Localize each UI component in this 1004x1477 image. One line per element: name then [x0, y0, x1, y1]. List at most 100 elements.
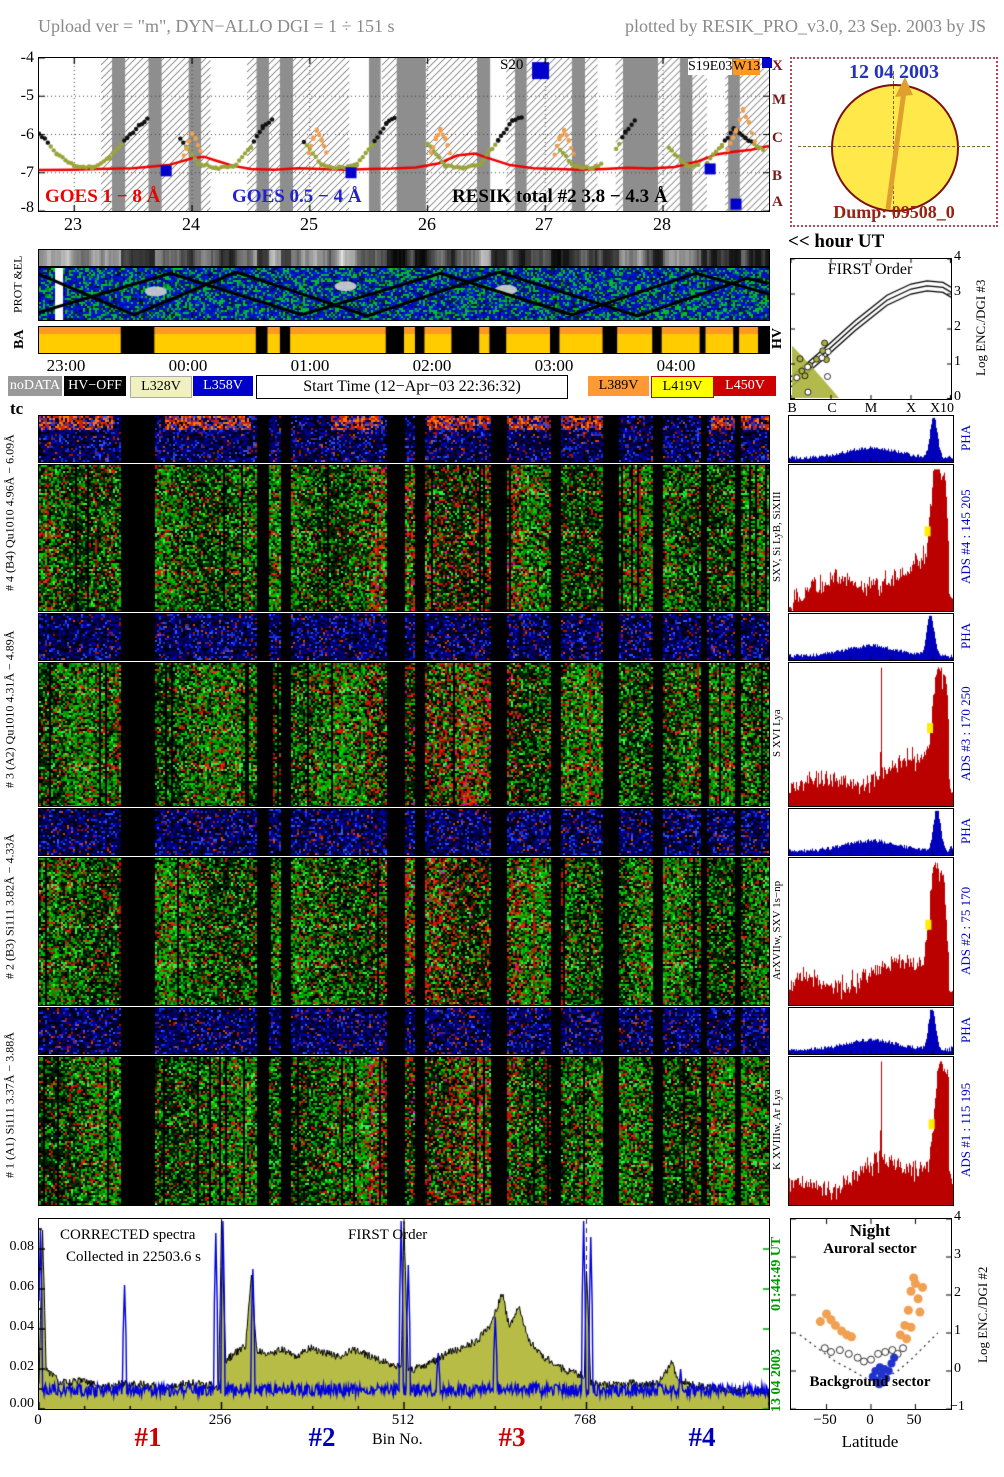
proton-electron-spectrogram-canvas: [38, 267, 770, 321]
section-label-4: #4: [688, 1422, 716, 1452]
ads-right-label-4: ADS #4 : 145 205: [958, 489, 973, 585]
ads-histogram-channel-4-canvas: [788, 464, 954, 612]
fo-xtick: C: [827, 401, 837, 416]
ads-spectrogram-channel-4-canvas: [38, 464, 770, 612]
hv-label: HV: [770, 328, 785, 350]
legend-l358v: L358V: [193, 376, 253, 396]
ba-label: BA: [12, 329, 27, 349]
channel-1-line-label: K XVIIIw, Ar Lya: [771, 1089, 783, 1171]
fo-ylabel: Log ENC./DGI #3: [973, 279, 988, 377]
ads-spectrogram-channel-2-canvas: [38, 857, 770, 1006]
scatter-xtick: 0: [866, 1412, 874, 1428]
sun-meridian-line: [893, 71, 894, 219]
spec-ytick: 0.04: [9, 1319, 35, 1334]
collected-label: Collected in 22503.6 s: [66, 1249, 201, 1265]
goes-class-m: M: [772, 92, 787, 108]
legend-l389v: L389V: [588, 376, 649, 396]
spec-ytick: 0.00: [9, 1396, 35, 1411]
pha-histogram-channel-4-canvas: [788, 415, 954, 463]
latitude-scatter-canvas: [790, 1218, 952, 1410]
fo-ytick: 0: [954, 389, 961, 404]
goes-class-x: X: [772, 58, 783, 74]
goes-ytick: -6: [20, 126, 34, 143]
goes-xtick: 27: [535, 214, 553, 234]
goes-ytick: -8: [20, 199, 34, 216]
pha-histogram-channel-2-canvas: [788, 808, 954, 856]
sun-disk: [831, 84, 959, 212]
ads-spectrogram-channel-3-canvas: [38, 662, 770, 807]
scatter-ytick: 0: [954, 1361, 961, 1376]
channel-2-line-label: ArXVIIw, SXV 1s−np: [771, 880, 783, 981]
upload-header: Upload ver = "m", DYN−ALLO DGI = 1 ÷ 151…: [38, 16, 395, 36]
sun-date: 12 04 2003: [849, 61, 939, 83]
goes-ytick: -4: [20, 49, 34, 66]
pha-strip-channel-3-canvas: [38, 613, 770, 661]
time-tick: 03:00: [534, 356, 574, 375]
ads-histogram-channel-1-canvas: [788, 1056, 954, 1206]
pha-strip-channel-2-canvas: [38, 808, 770, 856]
sun-panel: 12 04 2003 Dump: 09508_0: [790, 57, 998, 227]
time-tick: 04:00: [656, 356, 696, 375]
fo-ytick: 3: [954, 284, 961, 299]
sun-position-arrow: [885, 77, 913, 210]
hour-ut-label: << hour UT: [788, 231, 885, 252]
scatter-xtick: 50: [906, 1412, 922, 1428]
goes-annotation-s20: S20: [500, 57, 524, 73]
scatter-background-label: Background sector: [809, 1374, 931, 1390]
goes-annotation-w13: W13: [733, 59, 761, 75]
scatter-ylabel: Log ENC./DGI #2: [975, 1266, 990, 1364]
plotted-by-header: plotted by RESIK_PRO_v3.0, 23 Sep. 2003 …: [624, 16, 986, 36]
spectrum-date-stamp: 13 04 2003: [769, 1349, 784, 1413]
channel-4-line-label: SXV, Si LyB, SiXIII: [771, 491, 783, 583]
prot-el-label: PROT &EL: [10, 255, 25, 313]
goes-xtick: 24: [182, 214, 200, 234]
ads-spectrogram-channel-1-canvas: [38, 1056, 770, 1206]
goes-legend-1-8: GOES 1 − 8 Å: [45, 186, 161, 207]
spec-ytick: 0.08: [9, 1239, 35, 1254]
spec-xtick: 256: [208, 1412, 232, 1428]
channel-1-left-label: # 1 (A1) Si111 3.37Å − 3.88Å: [2, 1032, 17, 1179]
scatter-ytick: −1: [950, 1399, 965, 1414]
ads-histogram-channel-2-canvas: [788, 857, 954, 1006]
scatter-xtick: −50: [813, 1412, 837, 1428]
goes-xtick: 26: [418, 214, 436, 234]
spectrum-time-stamp: 01:44:49 UT: [769, 1236, 784, 1312]
tc-label: tc: [10, 399, 24, 418]
fo-xtick: X: [905, 401, 917, 416]
fo-ytick: 4: [954, 249, 961, 264]
legend-l419v: L419V: [651, 376, 714, 398]
proton-electron-bar-canvas: [38, 249, 770, 267]
pha-strip-channel-1-canvas: [38, 1007, 770, 1055]
spec-xtick: 0: [34, 1412, 42, 1428]
time-tick: 00:00: [168, 356, 208, 375]
ads-right-label-2: ADS #2 : 75 170: [958, 886, 973, 975]
scatter-ytick: 4: [954, 1209, 961, 1224]
corrected-spectra-label: CORRECTED spectra: [60, 1227, 196, 1243]
pha-histogram-channel-1-canvas: [788, 1007, 954, 1055]
time-tick: 01:00: [290, 356, 330, 375]
section-label-1: #1: [134, 1422, 162, 1452]
goes-class-a: A: [772, 194, 783, 210]
goes-ytick: -7: [20, 164, 34, 181]
goes-xtick: 28: [653, 214, 671, 234]
scatter-title-night: Night: [849, 1221, 891, 1240]
fo-xtick: M: [864, 401, 878, 416]
spec-xtick: 512: [391, 1412, 415, 1428]
fo-ytick: 2: [954, 319, 961, 334]
section-label-2: #2: [308, 1422, 336, 1452]
goes-legend-resik-total: RESIK total #2 3.8 − 4.3 Å: [452, 186, 668, 207]
scatter-title-auroral: Auroral sector: [823, 1241, 917, 1257]
time-tick: 23:00: [46, 356, 86, 375]
goes-lightcurve-canvas: [38, 57, 770, 212]
scatter-ytick: 3: [954, 1247, 961, 1262]
pha-right-label-3: PHA: [958, 623, 973, 650]
first-order-title: FIRST Order: [827, 261, 913, 278]
pha-histogram-channel-3-canvas: [788, 613, 954, 661]
legend-l450v: L450V: [714, 376, 776, 396]
channel-3-line-label: S XVI Lya: [771, 709, 783, 758]
goes-xtick: 25: [300, 214, 318, 234]
goes-class-b: B: [772, 168, 783, 184]
legend-nodata: noDATA: [8, 376, 62, 396]
scatter-ytick: 1: [954, 1323, 961, 1338]
